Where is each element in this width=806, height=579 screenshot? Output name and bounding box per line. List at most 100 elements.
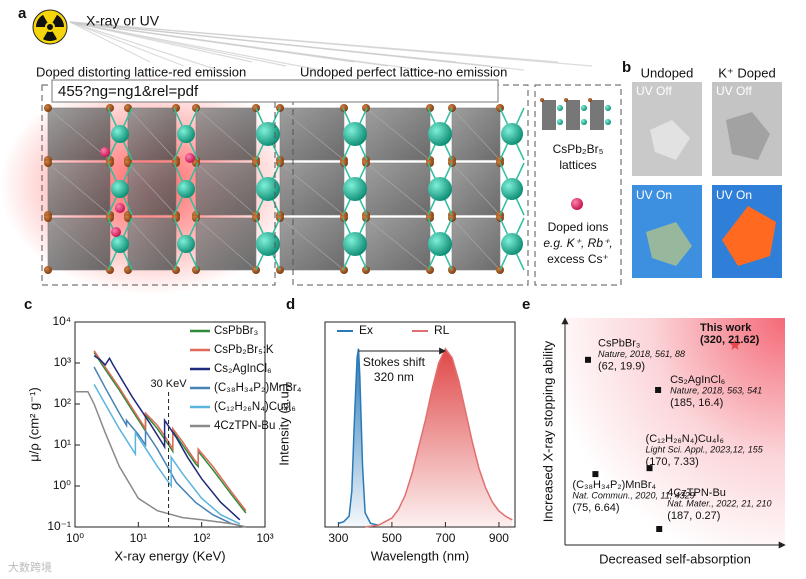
br-atom (362, 159, 370, 167)
cs-atom (501, 123, 523, 145)
point-name: This work (700, 322, 752, 334)
ions-label: e.g. K⁺, Rb⁺, (543, 236, 612, 250)
icon-blade (52, 14, 64, 27)
rays (69, 21, 593, 71)
undoped-box (292, 84, 529, 286)
cs-atom (343, 232, 367, 256)
crystal (726, 112, 770, 160)
icon-core (47, 24, 53, 30)
series-line (93, 384, 241, 525)
series-line (338, 348, 379, 526)
panel-label: e (522, 296, 530, 313)
br-atom (362, 214, 370, 222)
cs-atom (428, 232, 452, 256)
x-tick-label: 900 (489, 531, 509, 545)
point-name: 4CzTPN-Bu (667, 487, 726, 499)
value-label: (187, 0.27) (667, 510, 720, 522)
br-atom (426, 266, 434, 274)
x-axis-label: X-ray energy (KeV) (114, 548, 225, 563)
citation: Nat. Mater., 2022, 21, 210 (667, 498, 771, 508)
mini-cs (581, 119, 587, 125)
point-name: (C₁₂H₂₆N₄)Cu₄I₆ (646, 433, 724, 445)
x-tick-label: 300 (328, 531, 348, 545)
ray (69, 21, 185, 67)
br-atom (340, 266, 348, 274)
x-axis-label: Decreased self-absorption (599, 551, 751, 566)
value-label: (185, 16.4) (670, 397, 723, 409)
panel-b: b Undoped K⁺ Doped UV Off UV Off UV On U… (622, 59, 782, 278)
bond (279, 162, 345, 216)
br-atom (44, 214, 52, 222)
series-line (93, 352, 247, 514)
x-tick-label: 10¹ (130, 531, 147, 545)
br-atom (124, 266, 132, 274)
cs-atom (177, 180, 195, 198)
panel-label: c (24, 296, 32, 313)
y-tick-label: 10³ (54, 355, 71, 369)
mini-br (588, 98, 592, 102)
crystal (650, 120, 690, 160)
tile-label: UV On (716, 188, 752, 202)
point (646, 465, 653, 472)
undoped-title: Undoped perfect lattice-no emission (300, 64, 507, 79)
series-line (93, 366, 247, 528)
br-atom (106, 214, 114, 222)
ray (69, 21, 593, 67)
radiation-icon (32, 9, 68, 45)
cs-atom (501, 178, 523, 200)
lattice-label: CsPb₂Br₅ (553, 142, 604, 156)
citation: Nature, 2018, 561, 88 (598, 349, 685, 359)
y-axis-label: Increased X-ray stopping ability (540, 340, 555, 522)
bond (365, 217, 431, 271)
legend-label: (C₁₂H₂₆N₄)Cu₄I₆ (214, 401, 296, 413)
point-star (729, 339, 741, 350)
cs-atom (343, 122, 367, 146)
dopant (100, 147, 110, 157)
cs-atom (501, 233, 523, 255)
value-label: (62, 19.9) (598, 361, 645, 373)
series-line (93, 350, 247, 512)
tile-label: UV Off (716, 84, 752, 98)
legend-box (534, 84, 622, 286)
lattice (0, 75, 611, 295)
x-tick-label: 10³ (256, 531, 273, 545)
bond (195, 217, 257, 271)
br-atom (44, 266, 52, 274)
mini-cs (557, 105, 563, 111)
doped-title: Doped distorting lattice-red emission (36, 64, 246, 79)
panel-label: d (286, 296, 295, 313)
legend-label: 4CzTPN-Bu (214, 420, 275, 432)
citation: Nat. Commun., 2020, 11, 4329 (572, 490, 694, 500)
panel-a: a X-ray or UV Doped distorting lattice-r… (0, 5, 622, 295)
legend-label: CsPb₂Br₅:K (214, 344, 274, 356)
point-name: Cs₂AgInCl₆ (670, 374, 725, 386)
cs-atom (343, 177, 367, 201)
cs-atom (428, 177, 452, 201)
ions-label: excess Cs⁺ (547, 252, 609, 266)
mini-oct (542, 100, 556, 130)
br-atom (192, 214, 200, 222)
doped-box (41, 84, 276, 286)
x-tick-label: 500 (382, 531, 402, 545)
x-axis-label: Wavelength (nm) (371, 548, 470, 563)
series-line (93, 355, 241, 521)
bond (47, 162, 111, 216)
br-atom (124, 214, 132, 222)
bond (279, 107, 345, 161)
legend-label: (C₃₈H₃₄P₂)MnBr₄ (214, 382, 302, 394)
series-area (365, 348, 513, 527)
annotation: 30 KeV (151, 378, 188, 390)
legend-label: Ex (359, 323, 373, 337)
bond (451, 217, 501, 271)
br-atom (106, 159, 114, 167)
value-label: (170, 7.33) (646, 456, 699, 468)
series-area (338, 348, 379, 527)
ray (69, 21, 151, 63)
x-tick-label: 10⁰ (66, 531, 84, 545)
point-name: (C₃₈H₃₄P₂)MnBr₄ (572, 479, 656, 491)
br-atom (172, 159, 180, 167)
ion-icon (571, 198, 583, 210)
mini-oct (566, 100, 580, 130)
icon-blade (43, 31, 57, 41)
br-atom (192, 104, 200, 112)
